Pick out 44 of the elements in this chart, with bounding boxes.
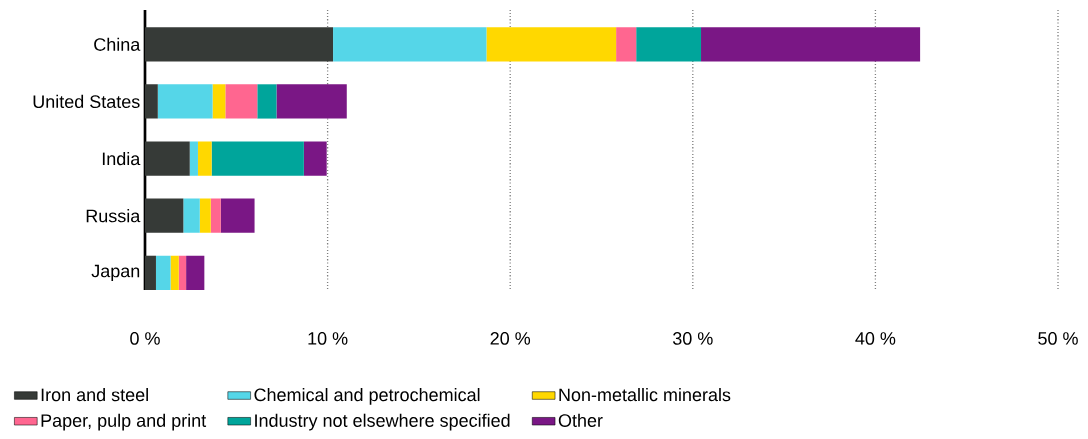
y-tick-label: India (102, 151, 141, 166)
bar (486, 27, 617, 62)
bar (186, 255, 205, 291)
x-tick-label: 10 % (308, 332, 348, 345)
x-tick-label: 50 % (1038, 332, 1078, 345)
bar (183, 198, 200, 233)
bar (211, 141, 304, 176)
x-tick-label: 40 % (855, 332, 896, 345)
bar (276, 84, 347, 119)
bar (257, 84, 277, 119)
bar (212, 84, 226, 119)
bar (145, 84, 158, 119)
bar (225, 84, 258, 119)
bar (210, 198, 221, 233)
bar (616, 27, 637, 62)
bar (170, 255, 179, 291)
bar (220, 198, 255, 233)
bar (303, 141, 327, 176)
bar (197, 141, 212, 176)
bar (701, 27, 921, 62)
bar (145, 198, 184, 233)
bar (189, 141, 198, 176)
bar (333, 27, 487, 62)
legend-label: Other (558, 413, 603, 427)
y-tick-label: Russia (86, 209, 141, 223)
legend-label: Industry not elsewhere specified (255, 413, 510, 431)
y-tick-label: United States (33, 94, 140, 109)
bar (155, 255, 171, 291)
bar (145, 27, 334, 62)
x-tick-label: 20 % (490, 332, 531, 345)
y-tick-label: China (94, 37, 141, 51)
bar (145, 141, 190, 176)
legend-label: Iron and steel (41, 388, 148, 402)
bar (178, 255, 187, 291)
bar (636, 27, 702, 62)
y-tick-label: Japan (91, 264, 140, 281)
legend-label: Chemical and petrochemical (254, 388, 480, 405)
x-tick-label: 30 % (672, 332, 713, 345)
legend-label: Paper, pulp and print (41, 413, 207, 431)
bar (157, 84, 213, 119)
bar (199, 198, 211, 233)
bar (145, 255, 156, 291)
x-tick-label: 0 % (130, 332, 160, 345)
legend-label: Non-metallic minerals (559, 388, 731, 402)
